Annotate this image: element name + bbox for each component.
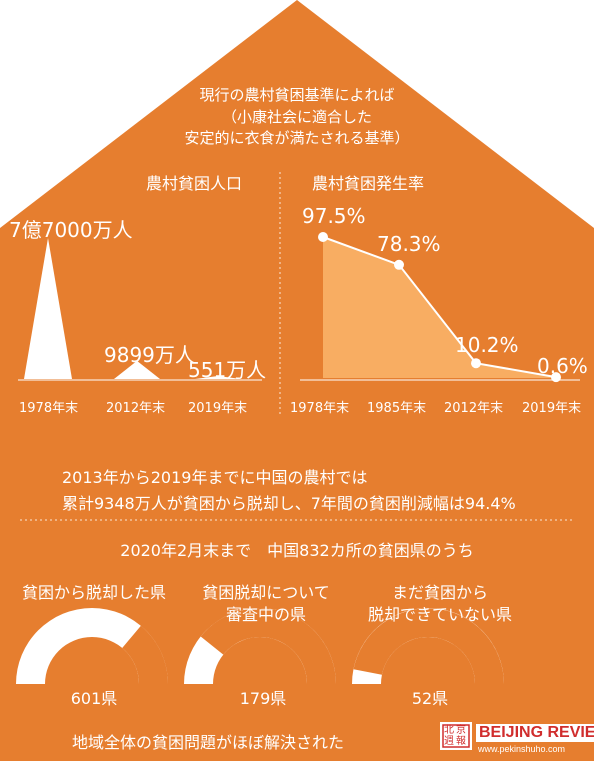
population-year-1978: 1978年末: [19, 401, 79, 416]
incidence-value-2019: 0.6%: [537, 354, 588, 378]
county-label-reviewing: 貧困脱却について: [202, 583, 330, 602]
county-label-remaining-2: 脱却できていない県: [367, 605, 512, 624]
incidence-year-1978: 1978年末: [290, 401, 350, 416]
logo-seal: [440, 722, 472, 750]
footer-text: 地域全体の貧困問題がほぼ解決された: [72, 733, 345, 752]
incidence-year-2012: 2012年末: [444, 401, 504, 416]
statement-line-1: 2013年から2019年までに中国の農村では: [62, 468, 368, 487]
population-bar-1978: [24, 238, 72, 379]
incidence-point-2012: [471, 358, 481, 369]
header-line-1: 現行の農村貧困基準によれば: [199, 86, 395, 104]
incidence-year-2019: 2019年末: [522, 401, 582, 416]
county-count-cleared: 601県: [70, 689, 118, 708]
population-year-2019: 2019年末: [188, 401, 248, 416]
incidence-point-1978: [318, 232, 328, 242]
incidence-value-1985: 78.3%: [377, 232, 441, 256]
gauge-fill-reviewing: [200, 608, 336, 684]
incidence-value-1978: 97.5%: [302, 204, 366, 228]
logo-chinese: 北京週報: [444, 725, 468, 747]
logo-seal-inner: [442, 724, 470, 748]
incidence-point-2019: [551, 372, 561, 383]
county-label-remaining: まだ貧困から: [391, 583, 488, 602]
incidence-chart-title: 農村貧困発生率: [312, 174, 425, 193]
header-line-2: （小康社会に適合した: [221, 108, 372, 126]
population-value-2019: 551万人: [188, 358, 267, 382]
county-label-reviewing-2: 審査中の県: [225, 605, 306, 624]
header-line-3: 安定的に衣食が満たされる基準）: [184, 129, 410, 147]
counties-heading: 2020年2月末まで 中国832カ所の貧困県のうち: [120, 541, 474, 560]
population-bar-2012: [114, 360, 160, 379]
population-bar-2019: [195, 376, 241, 379]
county-label-cleared: 貧困から脱却した県: [21, 583, 166, 602]
gauge-track-cleared: [16, 608, 168, 684]
logo-main: BEIJING REVIEW: [476, 724, 594, 742]
incidence-area: [323, 237, 556, 378]
logo-url: www.pekinshuho.com: [478, 744, 566, 754]
population-chart-title: 農村貧困人口: [146, 174, 243, 193]
county-count-remaining: 52県: [411, 689, 449, 708]
population-value-1978: 7億7000万人: [9, 218, 133, 242]
gauge-fill-cleared: [122, 625, 168, 684]
statement-line-2: 累計9348万人が貧困から脱却し、7年間の貧困削減幅は94.4%: [62, 494, 516, 513]
population-year-2012: 2012年末: [106, 401, 166, 416]
incidence-line: [322, 236, 557, 379]
incidence-year-1985: 1985年末: [367, 401, 427, 416]
incidence-point-1985: [394, 259, 404, 270]
gauge-fill-remaining: [353, 608, 504, 684]
incidence-value-2012: 10.2%: [455, 333, 519, 357]
county-count-reviewing: 179県: [239, 689, 287, 708]
population-value-2012: 9899万人: [104, 343, 195, 367]
